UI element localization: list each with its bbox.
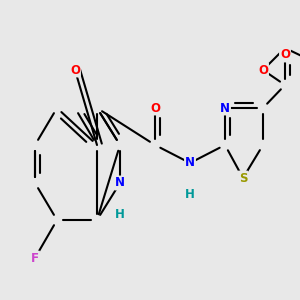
Text: N: N: [115, 176, 125, 190]
Text: O: O: [150, 101, 160, 115]
Text: S: S: [239, 172, 247, 184]
Text: N: N: [220, 101, 230, 115]
Text: N: N: [185, 157, 195, 169]
Text: H: H: [115, 208, 125, 221]
Text: F: F: [31, 251, 39, 265]
Text: O: O: [258, 64, 268, 76]
Text: O: O: [280, 49, 290, 62]
Text: H: H: [185, 188, 195, 202]
Text: O: O: [70, 64, 80, 76]
